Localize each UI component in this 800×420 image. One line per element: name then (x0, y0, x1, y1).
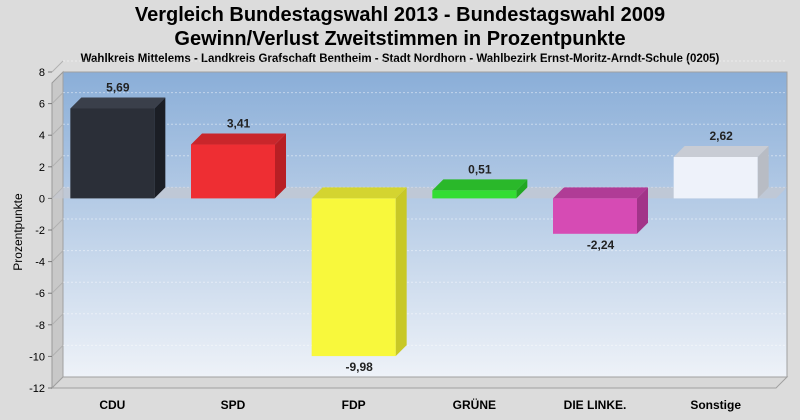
x-tick-label: SPD (221, 398, 246, 412)
y-tick-label: -12 (29, 383, 45, 395)
gridline-side (51, 250, 64, 262)
gridline-side (51, 313, 64, 326)
gridline-side (51, 92, 64, 104)
bar-top (70, 97, 166, 109)
plot-floor (50, 376, 789, 389)
chart-subtitle: Wahlkreis Mittelems - Landkreis Grafscha… (80, 53, 720, 65)
y-tick-label: 8 (39, 67, 45, 79)
gridline-side (51, 218, 64, 231)
bar-side (275, 133, 286, 199)
bar (673, 157, 758, 199)
bar-top (191, 133, 286, 145)
bar-top (311, 187, 407, 199)
gridline-side (51, 155, 64, 168)
bar (311, 198, 396, 357)
y-tick-label: -6 (35, 288, 45, 300)
bar (70, 108, 155, 199)
data-label: 0,51 (468, 162, 492, 176)
data-label: 3,41 (227, 117, 251, 131)
y-tick-label: 0 (39, 193, 45, 205)
bar (432, 190, 517, 199)
bar-side (637, 187, 648, 234)
gridline-side (51, 60, 64, 73)
x-tick-label: FDP (342, 398, 366, 412)
bar (553, 198, 637, 234)
y-tick-label: -4 (35, 257, 45, 269)
x-tick-label: CDU (99, 398, 125, 412)
gridline-side (51, 345, 64, 357)
y-tick-label: -2 (35, 225, 45, 237)
bar-top (553, 187, 648, 199)
x-tick-label: DIE LINKE. (564, 398, 627, 412)
chart-title: Vergleich Bundestagswahl 2013 - Bundesta… (134, 4, 666, 26)
y-tick-label: 6 (39, 99, 45, 111)
y-tick-label: 4 (39, 130, 45, 142)
bar-side (757, 146, 769, 199)
plot-back-wall (62, 71, 788, 378)
chart-title-line2: Gewinn/Verlust Zweitstimmen in Prozentpu… (174, 28, 626, 50)
data-label: 2,62 (709, 129, 733, 143)
x-tick-label: Sonstige (690, 398, 741, 412)
y-tick-label: 2 (39, 162, 45, 174)
gridline-side (51, 123, 64, 136)
y-tick-label: -8 (35, 320, 45, 332)
data-label: -9,98 (345, 360, 373, 374)
bar-top (432, 179, 528, 191)
gridline-side (51, 281, 64, 294)
data-label: -2,24 (587, 238, 615, 252)
bar-side (395, 187, 407, 357)
bar-side (154, 97, 166, 199)
bar (191, 144, 275, 199)
y-tick-label: -10 (29, 351, 45, 363)
bar-side (516, 179, 528, 199)
x-tick-label: GRÜNE (453, 397, 496, 412)
plot-left-wall (51, 70, 64, 390)
data-label: 5,69 (106, 80, 130, 94)
bar-top (673, 146, 769, 158)
